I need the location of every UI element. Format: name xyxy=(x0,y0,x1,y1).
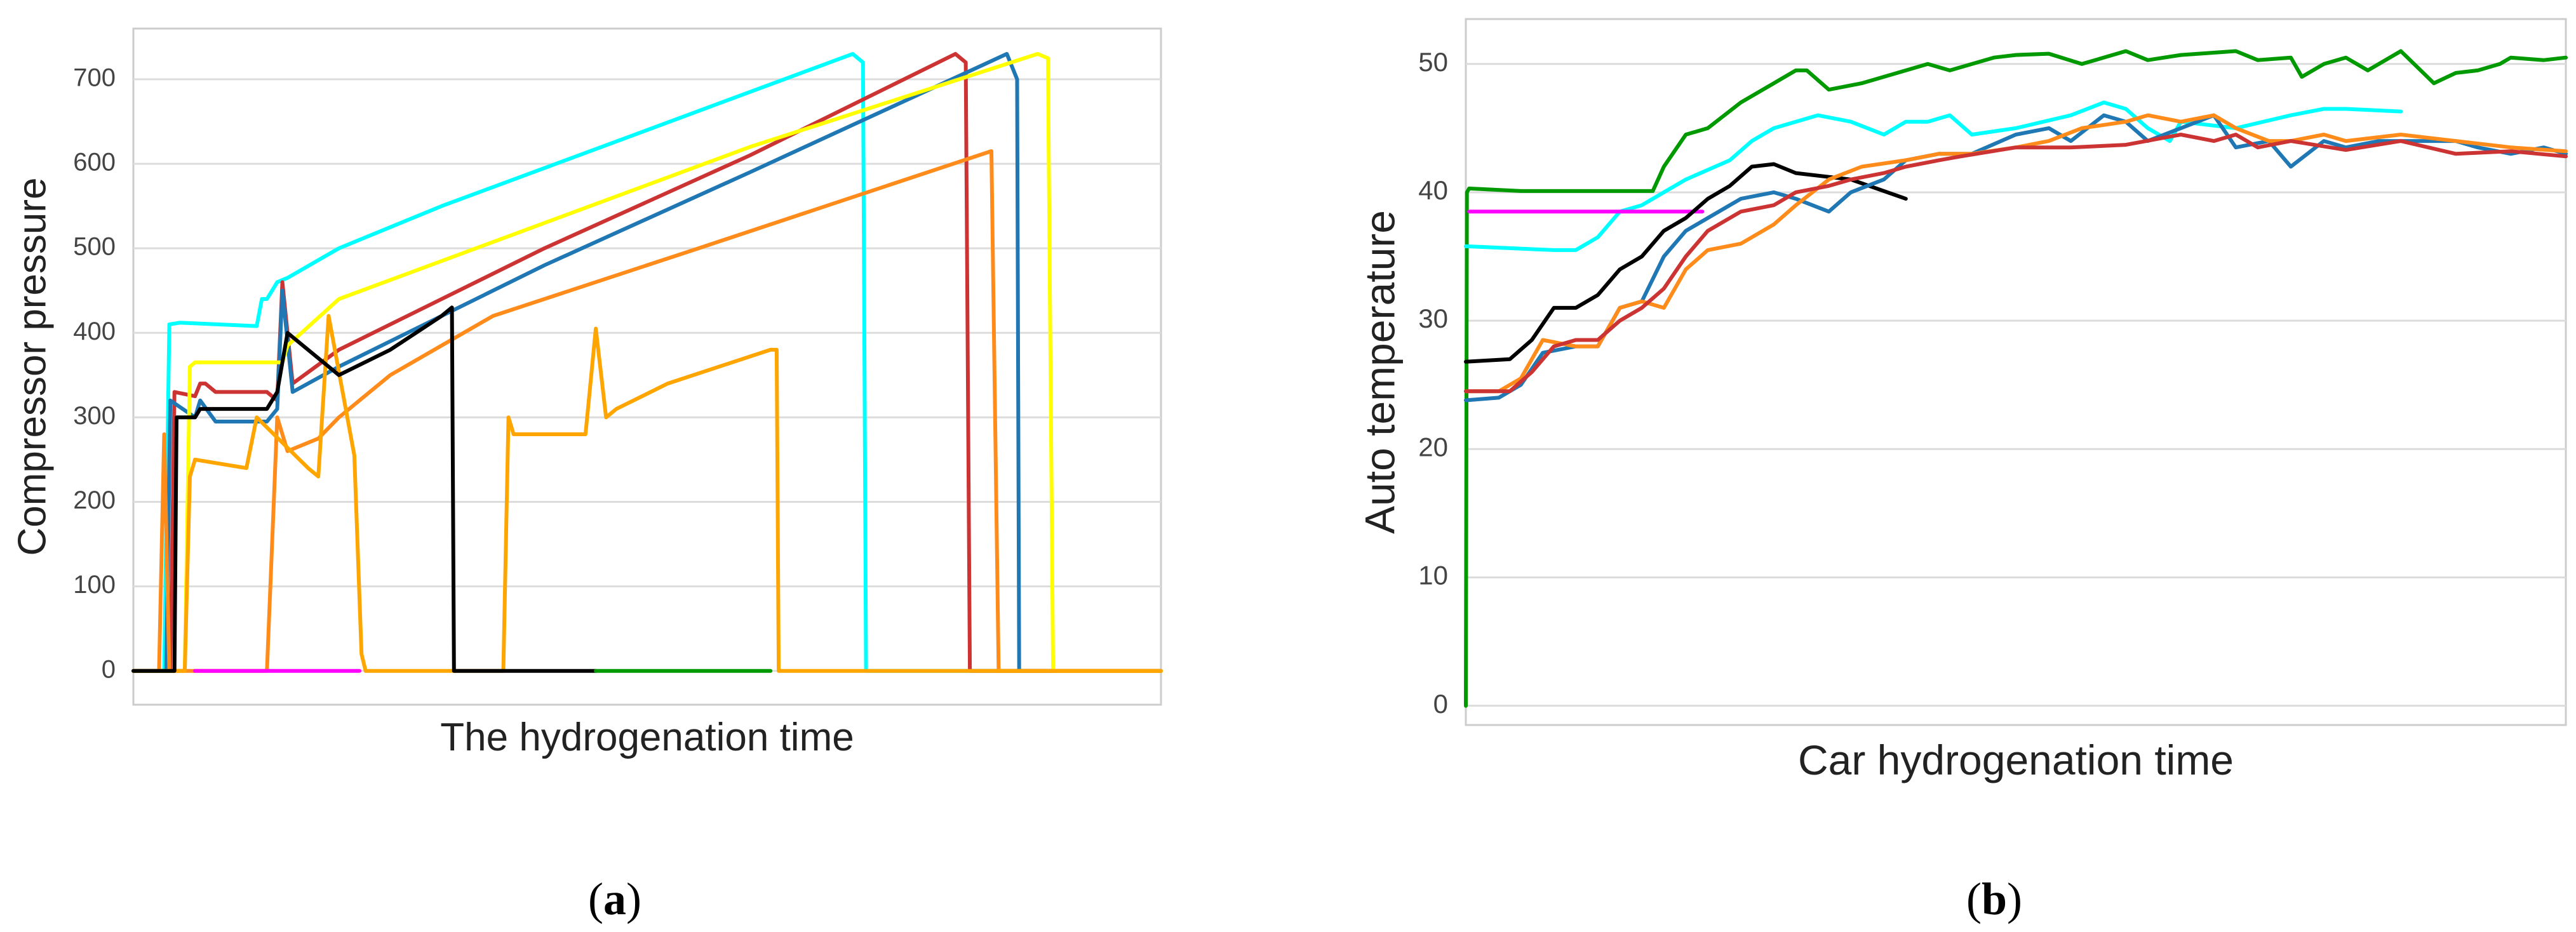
y-tick-label: 400 xyxy=(73,317,116,345)
series-line xyxy=(1464,162,1908,364)
series-line xyxy=(131,149,1163,673)
series-line xyxy=(131,51,1163,673)
y-tick-label: 20 xyxy=(1418,432,1448,462)
series-line xyxy=(1464,113,2568,394)
y-tick-label: 30 xyxy=(1418,303,1448,333)
panel-label: (b) xyxy=(1966,874,2022,924)
series-group xyxy=(131,51,1163,673)
y-axis-label: Compressor pressure xyxy=(10,177,54,556)
y-tick-label: 50 xyxy=(1418,47,1448,77)
series-line xyxy=(131,51,1163,673)
chart-panel-b: 0 10 20 30 40 50 Car hydrogenation time Auto te… xyxy=(1356,18,2568,924)
y-tick-label: 100 xyxy=(73,571,116,599)
y-tick-label: 10 xyxy=(1418,561,1448,590)
y-tick-label: 600 xyxy=(73,149,116,176)
y-tick-label: 700 xyxy=(73,63,116,91)
series-line xyxy=(131,51,1163,673)
y-tick-label: 200 xyxy=(73,486,116,514)
series-line xyxy=(131,314,1163,673)
series-group xyxy=(1464,49,2568,708)
y-tick-label: 500 xyxy=(73,233,116,261)
x-axis-label: Car hydrogenation time xyxy=(1798,736,2234,783)
plot-area xyxy=(132,27,1162,706)
panel-label: (a) xyxy=(588,874,641,924)
plot-area xyxy=(1465,18,2567,726)
y-tick-label: 0 xyxy=(1433,689,1448,719)
x-axis-label: The hydrogenation time xyxy=(440,716,854,759)
y-tick-label: 0 xyxy=(102,655,116,683)
chart-panel-a: 0 100 200 300 400 500 600 700 The hydrogenation … xyxy=(10,27,1163,924)
y-tick-label: 40 xyxy=(1418,175,1448,205)
y-tick-label: 300 xyxy=(73,402,116,430)
series-line xyxy=(1464,49,2568,708)
series-line xyxy=(1464,133,2568,394)
y-axis-label: Auto temperature xyxy=(1356,210,1403,534)
series-line xyxy=(131,305,598,673)
